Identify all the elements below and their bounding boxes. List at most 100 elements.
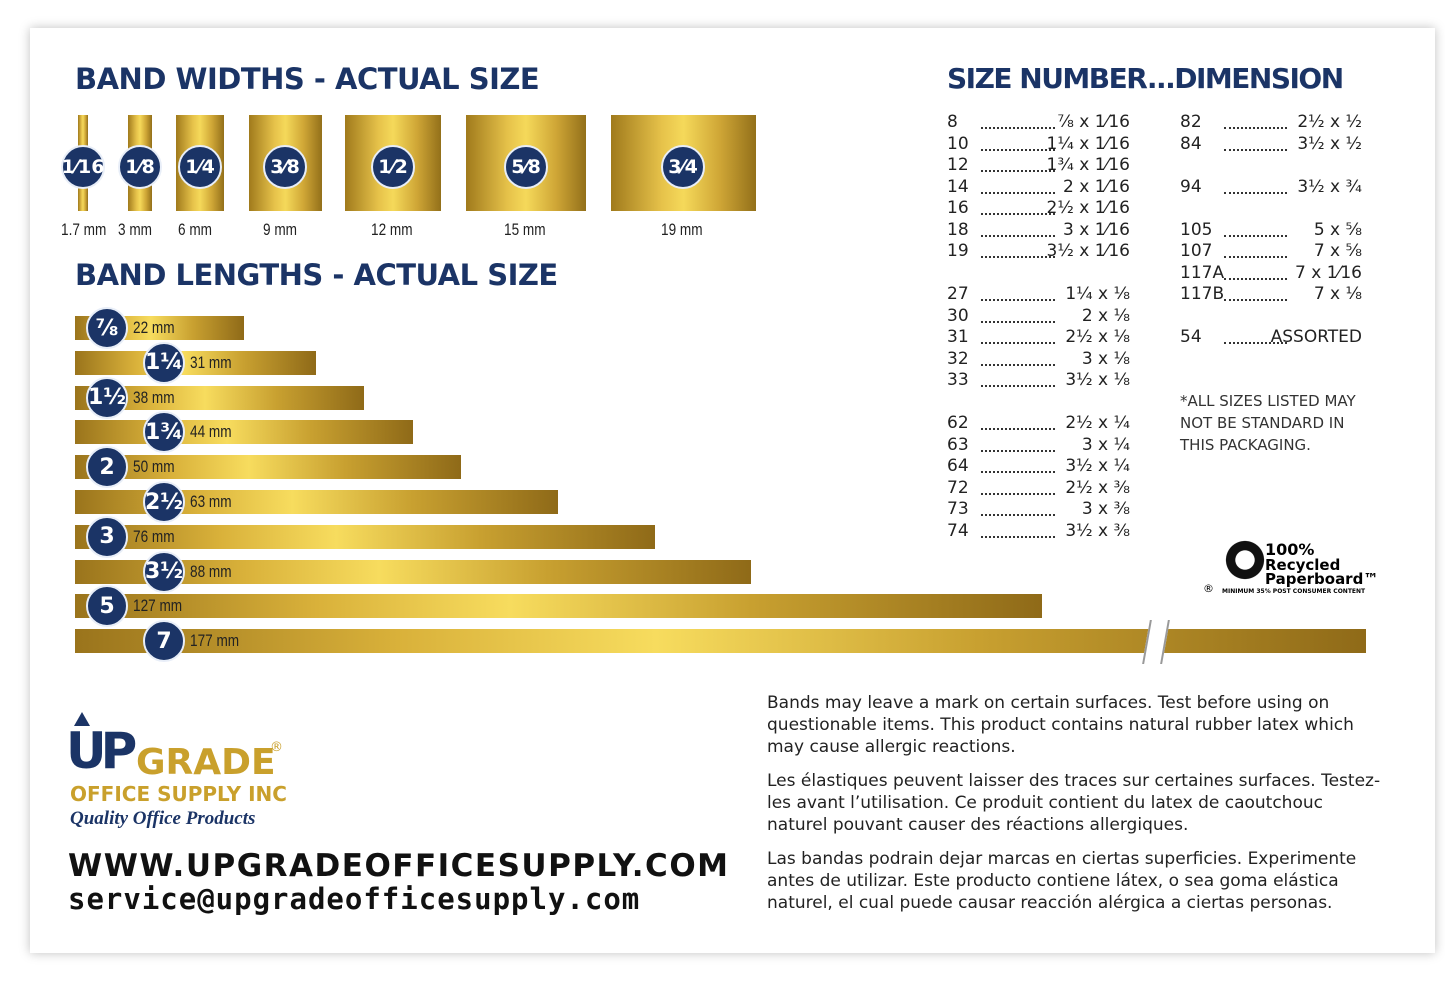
dimension: 3 x ⅜ — [1081, 499, 1130, 519]
dot-leader — [1224, 342, 1287, 344]
logo-company: OFFICE SUPPLY INC — [70, 782, 287, 806]
recycled-text: Recycled — [1265, 556, 1341, 574]
size-number: 54 — [1180, 327, 1202, 347]
dot-leader — [981, 385, 1055, 387]
registered: ® — [1203, 582, 1214, 595]
size-badge: 5⁄8 — [504, 145, 548, 189]
section-title: BAND WIDTHS - ACTUAL SIZE — [75, 62, 540, 96]
dimension: 3½ x ½ — [1297, 133, 1362, 154]
width-mm-label: 9 mm — [263, 220, 297, 239]
logo-arrow — [74, 712, 90, 726]
logo-registered: ® — [270, 740, 283, 755]
logo-grade: GRADE — [136, 742, 276, 783]
band-length-bar — [75, 559, 751, 584]
length-mm-label: 177 mm — [190, 631, 240, 651]
dimension: 3½ x 1⁄16 — [1046, 241, 1130, 261]
size-number: 32 — [947, 348, 969, 369]
section-title: BAND LENGTHS - ACTUAL SIZE — [75, 258, 558, 292]
email: service@upgradeofficesupply.com — [68, 882, 641, 916]
size-badge: 2 — [86, 446, 128, 489]
band-length-bar — [75, 629, 1366, 654]
dot-leader — [1224, 256, 1287, 258]
dot-leader — [1224, 148, 1287, 151]
dimension: 3½ x ⅜ — [1065, 520, 1130, 541]
size-number: 10 — [947, 133, 969, 154]
dot-leader — [1224, 299, 1287, 301]
recycled-percent: 100% — [1265, 540, 1315, 559]
size-badge: 3½ — [143, 550, 185, 593]
size-number: 117A — [1180, 262, 1225, 283]
note: *ALL SIZES LISTED MAY — [1180, 392, 1356, 410]
band-length-bar — [75, 594, 1042, 619]
size-number: 16 — [947, 198, 969, 218]
size-badge: 1½ — [86, 376, 128, 419]
length-mm-label: 22 mm — [133, 318, 175, 337]
dimension: 3 x 1⁄16 — [1063, 219, 1130, 240]
size-number: 8 — [947, 112, 958, 132]
dimension: 1¼ x 1⁄16 — [1046, 133, 1130, 154]
width-mm-label: 6 mm — [178, 220, 212, 239]
dimension: 1¼ x ⅛ — [1065, 284, 1130, 304]
dimension: 3½ x ¼ — [1065, 456, 1130, 476]
size-badge: 5 — [86, 585, 128, 628]
size-badge: 1¼ — [143, 341, 185, 384]
dot-leader — [981, 234, 1055, 237]
dot-leader — [981, 213, 1055, 215]
dot-leader — [981, 428, 1055, 430]
size-number: 64 — [947, 456, 969, 476]
dimension: 2 x 1⁄16 — [1063, 176, 1130, 197]
width-mm-label: 1.7 mm — [61, 220, 107, 239]
size-badge: 3 — [86, 515, 128, 558]
note: THIS PACKAGING. — [1180, 436, 1311, 454]
dot-leader — [981, 514, 1055, 516]
size-badge: 1¾ — [143, 411, 185, 454]
size-number: 105 — [1180, 219, 1213, 240]
dot-leader — [981, 127, 1055, 129]
dot-leader — [981, 342, 1055, 344]
dimension: 7 x ⅛ — [1313, 284, 1362, 304]
dimension: 2½ x ¼ — [1065, 413, 1130, 433]
band-length-bar — [75, 420, 413, 445]
size-badge: 1⁄4 — [178, 145, 222, 189]
size-number: 73 — [947, 499, 969, 519]
dimension: 3½ x ⅛ — [1065, 370, 1130, 390]
size-badge: ⅞ — [86, 307, 128, 349]
dimension: 2½ x ⅜ — [1065, 477, 1130, 498]
recycled-text: Paperboard™ — [1265, 570, 1379, 588]
size-number: 14 — [947, 176, 969, 197]
length-mm-label: 127 mm — [133, 596, 183, 616]
size-number: 84 — [1180, 133, 1202, 154]
size-number: 63 — [947, 434, 969, 455]
dot-leader — [981, 299, 1055, 301]
size-number: 82 — [1180, 112, 1202, 132]
website: WWW.UPGRADEOFFICESUPPLY.COM — [68, 848, 730, 884]
dot-leader — [981, 320, 1055, 323]
dot-leader — [981, 170, 1055, 172]
dot-leader — [981, 256, 1055, 258]
size-badge: 2½ — [143, 481, 185, 523]
width-mm-label: 3 mm — [118, 220, 152, 239]
size-number: 62 — [947, 413, 969, 433]
length-mm-label: 31 mm — [190, 352, 232, 372]
size-number: 27 — [947, 284, 969, 304]
dot-leader — [981, 535, 1055, 538]
dimension: 5 x ⅝ — [1313, 219, 1362, 240]
length-mm-label: 38 mm — [133, 387, 175, 407]
dimension: ASSORTED — [1270, 327, 1362, 347]
size-number: 12 — [947, 155, 969, 175]
size-number: 72 — [947, 477, 969, 498]
size-number: 18 — [947, 219, 969, 240]
warning-paragraph: Les élastiques peuvent laisser des trace… — [767, 771, 1381, 835]
logo-tagline: Quality Office Products — [70, 808, 256, 829]
dot-leader — [981, 449, 1055, 452]
band-length-bar — [75, 455, 461, 480]
dot-leader — [981, 363, 1055, 366]
dot-leader — [981, 492, 1055, 495]
size-badge: 3⁄8 — [263, 145, 307, 189]
length-mm-label: 88 mm — [190, 561, 232, 581]
section-title: SIZE NUMBER...DIMENSION — [947, 62, 1344, 95]
dimension: 7 x ⅝ — [1313, 241, 1362, 261]
dimension: 3½ x ¾ — [1297, 176, 1362, 197]
size-number: 117B — [1180, 284, 1225, 304]
